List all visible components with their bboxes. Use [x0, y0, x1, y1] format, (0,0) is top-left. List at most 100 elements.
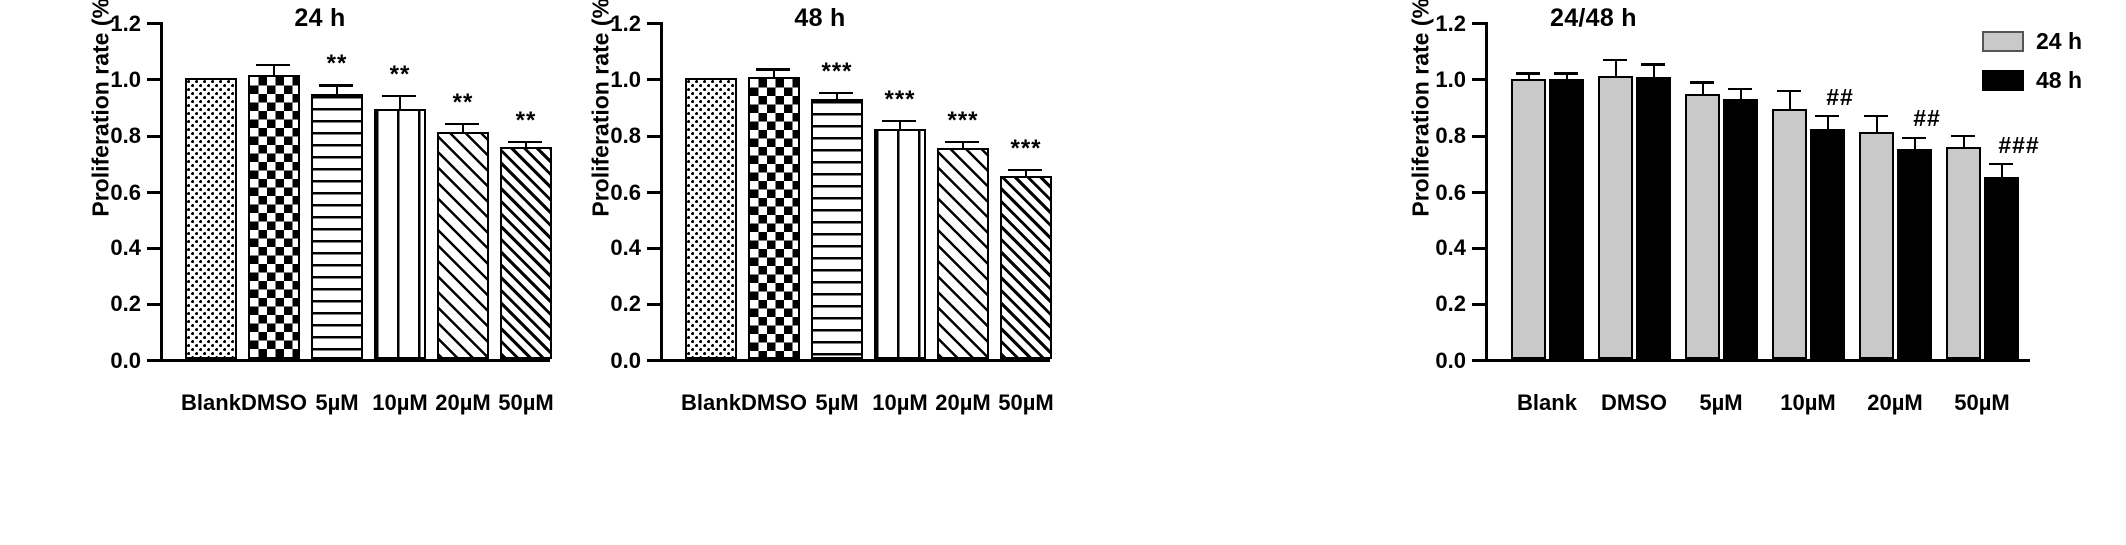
error-bar-dmso	[773, 69, 775, 77]
y-tick: 0.0	[110, 348, 160, 373]
bar-5um-48h[interactable]	[1723, 99, 1758, 359]
x-tick-label-blank: Blank	[1517, 390, 1577, 415]
chart-panel-24-48h: 24/48 h Proliferation rate (%) 24 h 48 h…	[1380, 0, 2100, 420]
error-cap-5um	[319, 84, 353, 87]
y-tick-label: 0.0	[610, 347, 641, 373]
y-tick-label: 1.0	[110, 66, 141, 92]
error-cap-10um-24h	[1777, 89, 1801, 92]
panel-title-24-48h: 24/48 h	[1550, 4, 1637, 32]
error-bar-20um	[962, 142, 964, 149]
y-tick-label: 0.4	[110, 235, 141, 261]
bar-blank[interactable]	[185, 78, 237, 359]
y-tick: 1.2	[110, 11, 160, 36]
x-tick-label-blank: Blank	[181, 390, 241, 415]
x-tick-label-blank: Blank	[681, 390, 741, 415]
error-cap-dmso-48h	[1641, 63, 1665, 66]
significance-10um: ***	[884, 86, 916, 113]
plot-area-48h: 1.2 1.0 0.8 0.6 0.4 0.2 0.0 ***	[610, 11, 1053, 416]
significance-5um: **	[326, 50, 348, 77]
y-tick: 0.2	[1435, 291, 1485, 316]
bar-50um-48h[interactable]	[1984, 177, 2019, 359]
y-tick: 0.8	[1435, 123, 1485, 148]
error-bar-50um-48h	[2001, 164, 2003, 177]
x-axis-labels-24h: Blank DMSO 5µM 10µM 20µM 50µM	[160, 390, 554, 430]
bar-5um-24h[interactable]	[1685, 93, 1720, 359]
error-cap-dmso	[256, 63, 290, 67]
bar-5um[interactable]	[811, 99, 863, 359]
bar-dmso-48h[interactable]	[1636, 76, 1671, 359]
error-cap-5um-24h	[1690, 81, 1714, 84]
error-cap-20um	[445, 122, 479, 125]
x-axis-labels-24-48h: Blank DMSO 5µM 10µM 20µM 50µM	[1485, 390, 2030, 430]
error-cap-50um-48h	[1989, 162, 2013, 165]
bar-dmso[interactable]	[748, 76, 800, 359]
significance-20um: **	[452, 89, 474, 116]
legend-label-24h: 24 h	[2035, 28, 2082, 54]
error-cap-dmso-24h	[1603, 58, 1627, 61]
bar-50um[interactable]	[1000, 176, 1052, 359]
bar-20um[interactable]	[937, 148, 989, 359]
y-tick: 0.4	[110, 235, 160, 260]
y-tick-label: 0.6	[1435, 179, 1466, 205]
x-tick-label-5um: 5µM	[1699, 390, 1743, 415]
y-tick: 1.2	[610, 11, 660, 36]
y-tick-label: 1.2	[110, 10, 141, 36]
significance-50um-48h: ###	[1998, 132, 2040, 158]
error-bar-5um-48h	[1740, 89, 1742, 100]
chart-panel-48h: 48 h Proliferation rate (%) 1.2 1.0 0.8 …	[560, 0, 1080, 420]
x-axis-line	[1485, 359, 2030, 362]
x-tick-label-50um: 50µM	[998, 390, 1054, 415]
bar-20um-48h[interactable]	[1897, 149, 1932, 359]
error-bar-dmso	[273, 65, 275, 76]
chart-panel-24h: 24 h Proliferation rate (%) 1.2 1.0 0.8 …	[60, 0, 580, 420]
bar-group-24h: ** ** ** **	[160, 22, 552, 359]
legend-swatch-24h-icon	[1981, 31, 2024, 52]
error-bar-blank-24h	[1528, 73, 1530, 79]
significance-50um: **	[515, 107, 537, 134]
bar-blank-48h[interactable]	[1549, 78, 1584, 359]
error-cap-10um-48h	[1815, 114, 1839, 118]
y-tick-label: 0.2	[610, 291, 641, 317]
significance-10um: **	[389, 61, 411, 88]
legend-item-24h[interactable]: 24 h	[1981, 28, 2082, 55]
y-tick-label: 1.2	[1435, 10, 1466, 36]
bar-blank[interactable]	[685, 78, 737, 359]
error-cap-10um	[382, 94, 416, 97]
y-tick: 0.4	[610, 235, 660, 260]
x-tick-label-dmso: DMSO	[741, 390, 807, 415]
y-tick: 0.2	[110, 291, 160, 316]
error-cap-20um-24h	[1864, 114, 1888, 117]
bar-10um[interactable]	[374, 109, 426, 359]
bar-50um[interactable]	[500, 147, 552, 359]
y-tick-label: 1.0	[610, 66, 641, 92]
error-bar-20um-24h	[1876, 116, 1878, 132]
bar-20um[interactable]	[437, 132, 489, 359]
bar-10um-48h[interactable]	[1810, 129, 1845, 359]
y-tick: 0.8	[610, 123, 660, 148]
plot-area-24-48h: 1.2 1.0 0.8 0.6 0.4 0.2 0.0	[1435, 11, 2038, 416]
error-bar-blank-48h	[1566, 73, 1568, 79]
bar-dmso[interactable]	[248, 75, 300, 359]
y-tick: 1.0	[1435, 67, 1485, 92]
y-tick: 0.6	[110, 180, 160, 205]
error-cap-50um	[1008, 168, 1042, 172]
y-tick: 0.0	[610, 348, 660, 373]
bar-5um[interactable]	[311, 93, 363, 359]
error-cap-dmso	[756, 68, 790, 71]
bar-blank-24h[interactable]	[1511, 78, 1546, 359]
bar-10um[interactable]	[874, 129, 926, 359]
y-tick-label: 0.4	[610, 235, 641, 261]
legend-item-48h[interactable]: 48 h	[1981, 67, 2082, 94]
y-axis-line	[1485, 22, 1488, 362]
bar-20um-24h[interactable]	[1859, 132, 1894, 359]
x-tick-label-20um: 20µM	[935, 390, 991, 415]
y-tick: 0.4	[1435, 235, 1485, 260]
bar-10um-24h[interactable]	[1772, 109, 1807, 359]
bar-dmso-24h[interactable]	[1598, 76, 1633, 359]
error-cap-10um	[882, 119, 916, 123]
error-bar-10um	[899, 121, 901, 130]
significance-50um: ***	[1010, 135, 1042, 162]
error-cap-20um-48h	[1902, 136, 1926, 139]
y-tick-label: 0.2	[1435, 291, 1466, 317]
bar-50um-24h[interactable]	[1946, 147, 1981, 359]
